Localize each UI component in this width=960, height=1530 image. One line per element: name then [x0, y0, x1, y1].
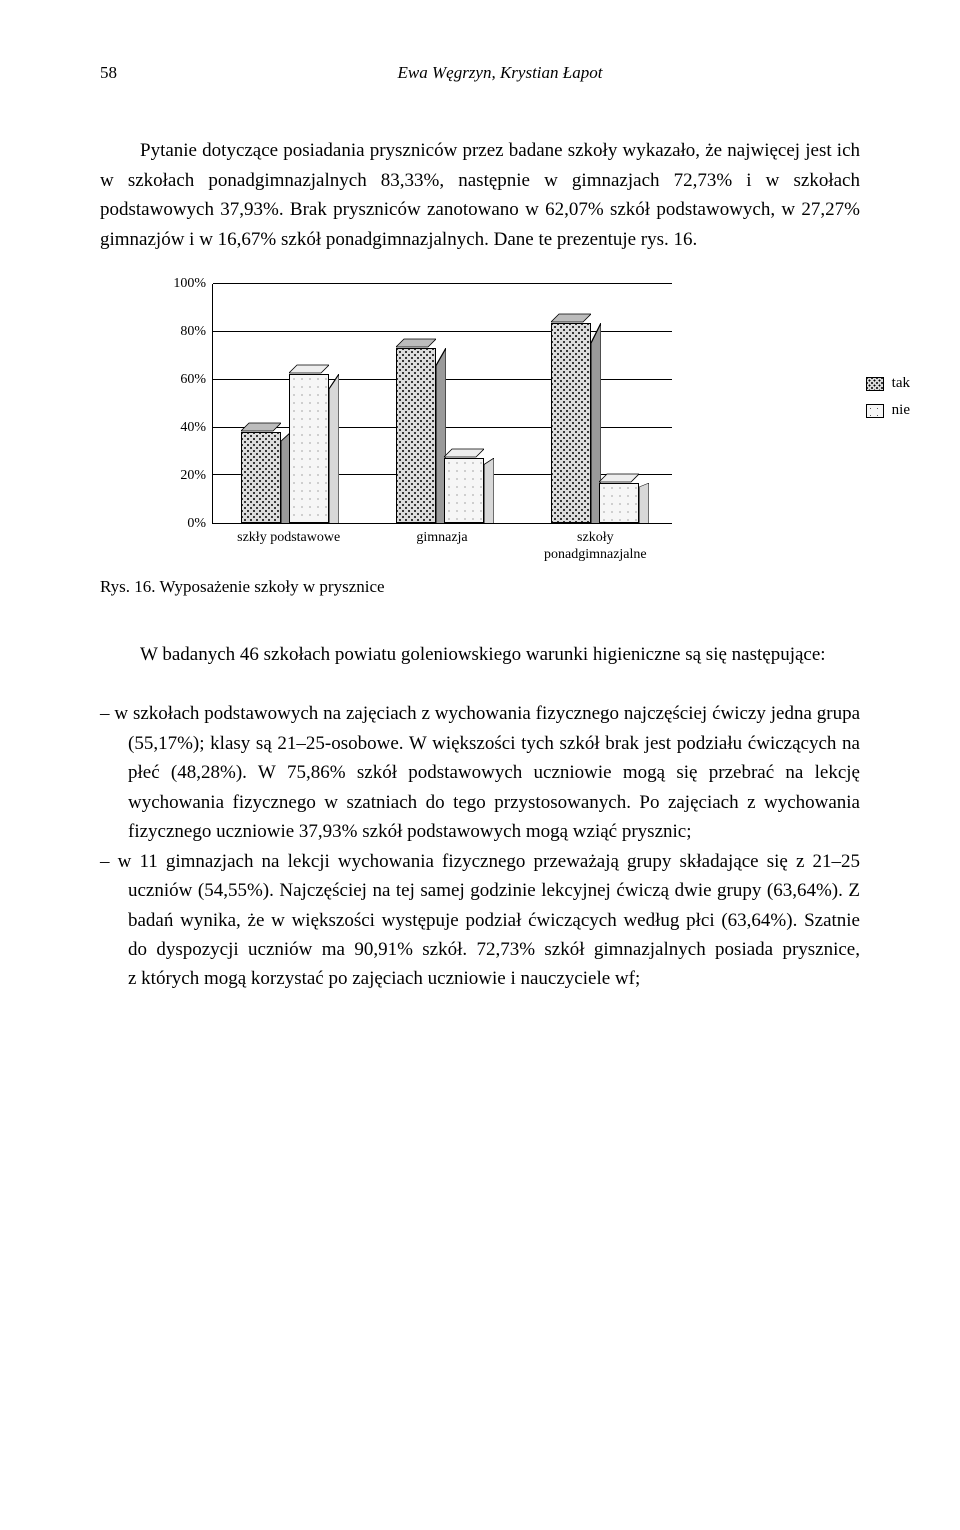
legend-swatch-tak	[866, 377, 884, 391]
y-tick: 40%	[160, 417, 206, 439]
legend-label-tak: tak	[892, 372, 910, 395]
x-label: gimnazja	[365, 530, 518, 564]
figure-caption: Rys. 16. Wyposażenie szkoły w prysznice	[100, 574, 860, 600]
page-header: 58 Ewa Węgrzyn, Krystian Łapot	[100, 60, 860, 86]
legend-item-nie: nie	[866, 399, 910, 422]
y-tick: 60%	[160, 369, 206, 391]
y-tick: 80%	[160, 321, 206, 343]
y-tick: 0%	[160, 513, 206, 535]
y-tick: 100%	[160, 273, 206, 295]
intro-text: Pytanie dotyczące posiadania pryszniców …	[100, 140, 860, 249]
bullet-list: w szkołach podstawowych na zajęciach z w…	[100, 699, 860, 993]
x-label: szkły podstawowe	[212, 530, 365, 564]
list-item: w 11 gimnazjach na lekcji wychowania fiz…	[100, 847, 860, 994]
legend-label-nie: nie	[892, 399, 910, 422]
intro-paragraph: Pytanie dotyczące posiadania pryszniców …	[100, 136, 860, 254]
y-tick: 20%	[160, 465, 206, 487]
legend: tak nie	[866, 368, 910, 427]
summary-lead-text: W badanych 46 szkołach powiatu goleniows…	[140, 644, 826, 665]
authors: Ewa Węgrzyn, Krystian Łapot	[140, 60, 860, 86]
shower-chart: 0% 20% 40% 60% 80% 100%	[160, 284, 800, 564]
list-item: w szkołach podstawowych na zajęciach z w…	[100, 699, 860, 846]
plot-area	[212, 284, 672, 524]
page-number: 58	[100, 60, 140, 86]
x-label: szkołyponadgimnazjalne	[519, 530, 672, 564]
legend-item-tak: tak	[866, 372, 910, 395]
summary-lead: W badanych 46 szkołach powiatu goleniows…	[100, 640, 860, 669]
legend-swatch-nie	[866, 404, 884, 418]
x-axis-labels: szkły podstawowe gimnazja szkołyponadgim…	[212, 530, 672, 564]
y-axis: 0% 20% 40% 60% 80% 100%	[160, 284, 212, 524]
